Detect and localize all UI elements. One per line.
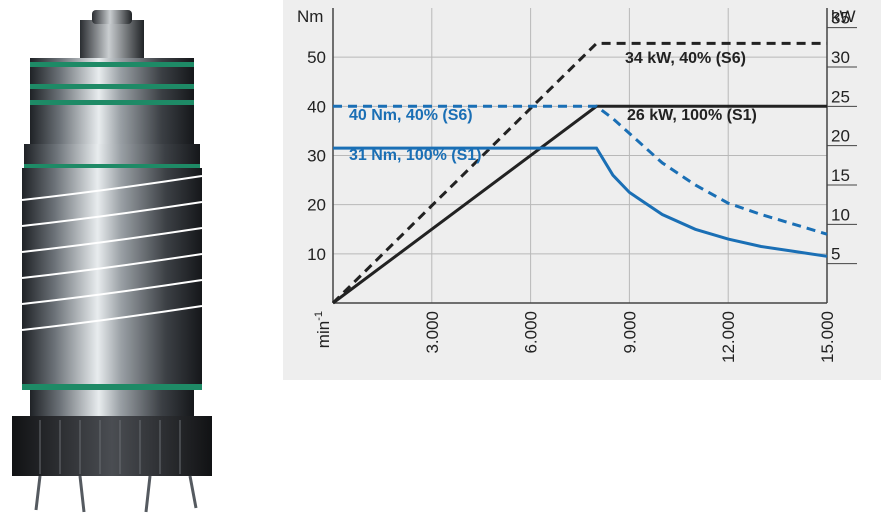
labels-group: Nm kW 34 kW, 40% (S6) 26 kW, 100% (S1) 4… bbox=[297, 7, 856, 363]
annotation-31nm-s1: 31 Nm, 100% (S1) bbox=[349, 147, 482, 164]
y-left-axis-label: Nm bbox=[297, 7, 323, 26]
y-left-tick-label: 50 bbox=[307, 48, 326, 67]
spindle-cap bbox=[80, 20, 144, 58]
collar bbox=[24, 144, 200, 164]
lower-collar bbox=[30, 390, 194, 416]
y-right-tick-label: 35 bbox=[831, 9, 850, 28]
green-ring bbox=[30, 62, 194, 67]
y-left-tick-label: 20 bbox=[307, 196, 326, 215]
x-axis-unit-superscript: -1 bbox=[313, 311, 325, 321]
y-right-axis-label: kW bbox=[831, 7, 856, 26]
y-right-tick-label: 5 bbox=[831, 245, 840, 264]
y-right-tick-label: 10 bbox=[831, 205, 850, 224]
series-line bbox=[333, 146, 828, 258]
y-right-tick-label: 20 bbox=[831, 127, 850, 146]
base-flange bbox=[12, 416, 212, 476]
base-fins bbox=[39, 420, 181, 474]
series-group bbox=[331, 41, 828, 305]
y-left-tick-label: 10 bbox=[307, 245, 326, 264]
series-line bbox=[333, 104, 828, 236]
green-ring bbox=[30, 84, 194, 89]
axes bbox=[332, 8, 857, 304]
green-ring bbox=[30, 100, 194, 105]
x-tick-label: 9.000 bbox=[620, 311, 639, 354]
green-ring bbox=[24, 164, 200, 168]
spindle-nose bbox=[92, 10, 132, 24]
series-line bbox=[331, 41, 827, 305]
x-tick-label: 12.000 bbox=[719, 311, 738, 363]
cooling-grooves bbox=[21, 175, 203, 331]
y-left-tick-label: 30 bbox=[307, 147, 326, 166]
chart-background bbox=[283, 0, 881, 380]
chart-svg: Nm kW 34 kW, 40% (S6) 26 kW, 100% (S1) 4… bbox=[283, 0, 881, 380]
torque-power-chart: Nm kW 34 kW, 40% (S6) 26 kW, 100% (S1) 4… bbox=[283, 0, 881, 380]
spindle-motor-image bbox=[0, 0, 240, 513]
x-tick-label: 15.000 bbox=[818, 311, 837, 363]
main-body bbox=[22, 168, 202, 384]
annotation-40nm-s6: 40 Nm, 40% (S6) bbox=[349, 107, 473, 124]
y-right-tick-label: 25 bbox=[831, 87, 850, 106]
annotation-34kw-s6: 34 kW, 40% (S6) bbox=[625, 50, 746, 67]
annotation-26kw-s1: 26 kW, 100% (S1) bbox=[627, 107, 757, 124]
spindle-motor-illustration bbox=[12, 10, 212, 513]
y-right-tick-label: 15 bbox=[831, 166, 850, 185]
x-tick-label: 3.000 bbox=[423, 311, 442, 354]
green-ring bbox=[22, 384, 202, 390]
y-left-tick-label: 40 bbox=[307, 97, 326, 116]
x-tick-label: 6.000 bbox=[522, 311, 541, 354]
connector-pins bbox=[34, 475, 198, 513]
y-right-tick-label: 30 bbox=[831, 48, 850, 67]
